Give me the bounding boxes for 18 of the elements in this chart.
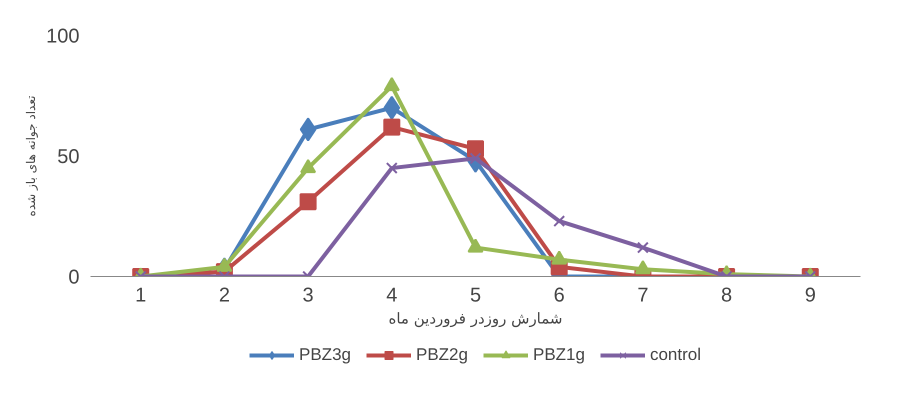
x-tick-label: 1 xyxy=(135,284,146,306)
y-tick-label: 100 xyxy=(46,26,80,48)
y-tick-label: 0 xyxy=(68,266,80,288)
x-tick-label: 9 xyxy=(804,284,816,306)
legend-label: PBZ2g xyxy=(416,345,468,365)
x-tick-label: 8 xyxy=(721,284,732,306)
y-tick-label: 50 xyxy=(57,146,80,168)
legend-label: PBZ1g xyxy=(532,345,585,365)
y-axis-title: تعداد جوانه های باز شده xyxy=(24,96,38,216)
legend-label: control xyxy=(650,345,701,365)
x-tick-label: 4 xyxy=(386,284,398,306)
x-tick-label: 6 xyxy=(554,284,565,306)
x-tick-label: 3 xyxy=(302,284,314,306)
x-tick-label: 5 xyxy=(470,284,482,306)
x-tick-label: 7 xyxy=(637,284,648,306)
x-axis-title: شمارش روزدر فروردین ماه xyxy=(388,310,563,328)
x-tick-label: 2 xyxy=(218,284,230,306)
legend-label: PBZ3g xyxy=(299,345,351,365)
